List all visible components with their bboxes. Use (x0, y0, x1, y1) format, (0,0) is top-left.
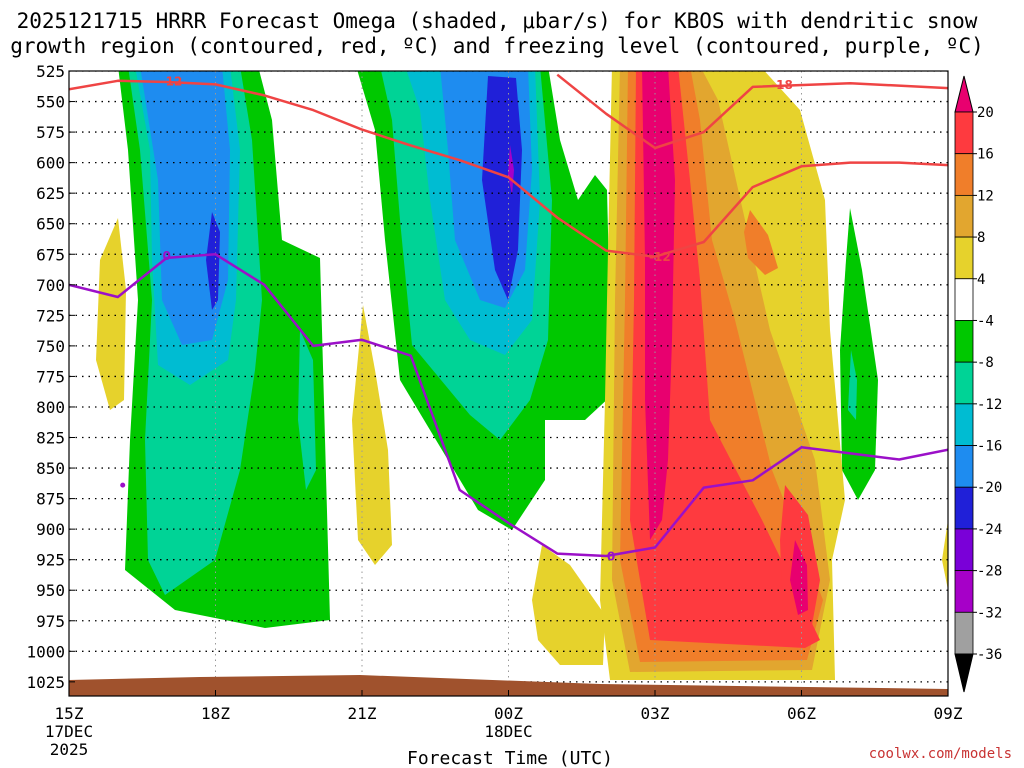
colorbar-label: 16 (977, 147, 994, 163)
y-tick-label: 750 (36, 337, 65, 356)
x-tick-label: 09Z (934, 704, 963, 723)
y-tick-label: 950 (36, 581, 65, 600)
colorbar-label: 4 (977, 272, 985, 288)
colorbar: 20 16 12 8 4 -4 -8 -12 -16 -20 -24 -28 -32 -36 (954, 75, 1002, 693)
colorbar-label: 8 (977, 230, 985, 246)
colorbar-segment (954, 361, 974, 405)
colorbar-segment (954, 445, 974, 488)
omega-shading-positive-plume (600, 71, 845, 680)
red-isotherm-minus12-upper (69, 79, 948, 258)
y-tick-label: 975 (36, 612, 65, 631)
purple-freezing-level (69, 253, 948, 558)
y-tick-label: 900 (36, 520, 65, 539)
x-tick-label: 18Z (201, 704, 230, 723)
y-tick-label: 800 (36, 398, 65, 417)
contour-label: -18 (771, 78, 793, 92)
y-axis: 525 550 575 600 625 650 675 700 725 750 775 800 825 8… (26, 62, 75, 692)
contour-lines: -12 -18 -12 0 0 (69, 73, 948, 564)
plot-area: -12 -18 -12 0 0 (69, 71, 948, 696)
x-tick-date-label: 17DEC (45, 722, 93, 741)
colorbar-label: -20 (977, 480, 1002, 496)
colorbar-segment (954, 611, 974, 655)
y-tick-label: 650 (36, 215, 65, 234)
colorbar-label: -12 (977, 397, 1002, 413)
omega-shading-right-feature (840, 208, 878, 500)
contour-label: 0 (607, 550, 615, 564)
x-tick-date-label: 18DEC (484, 722, 532, 741)
colorbar-label: -28 (977, 564, 1002, 580)
colorbar-segment (954, 486, 974, 530)
colorbar-segment (954, 570, 974, 613)
x-tick-label: 06Z (787, 704, 816, 723)
colorbar-label: 12 (977, 188, 994, 204)
y-tick-label: 1025 (26, 673, 65, 692)
x-tick-label: 15Z (55, 704, 84, 723)
colorbar-segment (954, 278, 974, 321)
colorbar-segment (954, 403, 974, 446)
y-tick-label: 600 (36, 154, 65, 173)
colorbar-label: -32 (977, 605, 1002, 621)
colorbar-segment (954, 320, 974, 363)
x-tick-label: 03Z (641, 704, 670, 723)
y-tick-label: 525 (36, 62, 65, 81)
y-tick-label: 700 (36, 276, 65, 295)
y-tick-label: 775 (36, 367, 65, 386)
chart-title-line-2: growth region (contoured, red, ºC) and f… (10, 34, 984, 58)
colorbar-segment (954, 528, 974, 572)
y-tick-label: 850 (36, 459, 65, 478)
y-tick-label: 675 (36, 245, 65, 264)
colorbar-segment (954, 236, 974, 280)
surface-terrain (69, 675, 948, 696)
colorbar-label: 20 (977, 105, 994, 121)
x-tick-label: 00Z (494, 704, 523, 723)
colorbar-segment (954, 194, 974, 238)
omega-shading-center-plume (357, 71, 612, 530)
y-tick-label: 925 (36, 551, 65, 570)
y-tick-label: 1000 (26, 642, 65, 661)
y-tick-label: 875 (36, 490, 65, 509)
credit-link[interactable]: coolwx.com/models (869, 746, 1012, 762)
omega-shading-left-plume (118, 71, 330, 628)
y-tick-label: 825 (36, 429, 65, 448)
colorbar-label: -16 (977, 439, 1002, 455)
chart-title-line-1: 2025121715 HRRR Forecast Omega (shaded, … (17, 9, 978, 33)
y-tick-label: 575 (36, 123, 65, 142)
x-tick-label: 21Z (348, 704, 377, 723)
colorbar-segment (954, 111, 974, 155)
freezing-level-blip (120, 482, 126, 488)
colorbar-top-extension (954, 75, 974, 113)
contour-label: 0 (162, 249, 170, 263)
contour-label: -12 (649, 250, 671, 264)
contour-label: -12 (161, 74, 183, 88)
x-axis-title: Forecast Time (UTC) (407, 748, 613, 768)
y-tick-label: 625 (36, 184, 65, 203)
red-isotherm-minus18 (556, 73, 948, 150)
colorbar-segment (954, 153, 974, 196)
colorbar-label: -36 (977, 647, 1002, 663)
colorbar-label: -4 (977, 313, 994, 329)
colorbar-bottom-extension (954, 653, 974, 693)
colorbar-label: -24 (977, 522, 1002, 538)
colorbar-label: -8 (977, 355, 994, 371)
y-tick-label: 550 (36, 93, 65, 112)
x-tick-year-label: 2025 (50, 740, 89, 759)
y-tick-label: 725 (36, 306, 65, 325)
